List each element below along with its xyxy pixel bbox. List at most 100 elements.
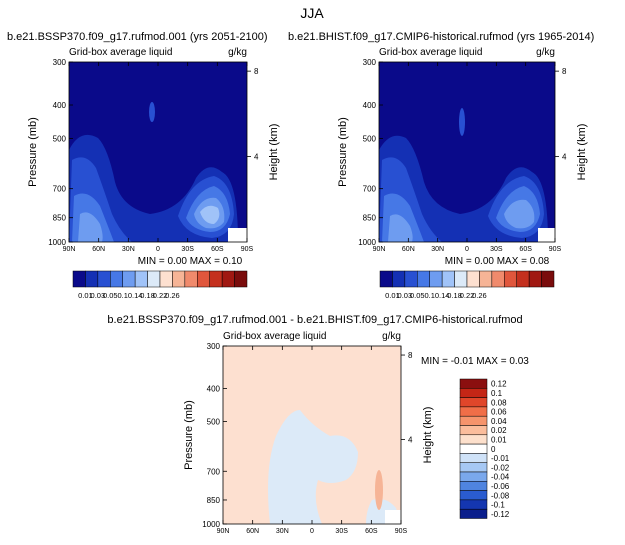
colorbar-swatch [110,270,123,288]
y-tick-label: 300 [207,342,221,351]
colorbar-swatch [459,425,488,436]
x-tick-label: 90N [217,528,230,535]
panel-3-ylabel-right: Height (km) [422,407,434,464]
x-tick-label: 0 [465,246,469,253]
colorbar-label: 0.01 [491,435,507,444]
colorbar-label: 0.01 [385,291,400,300]
y-tick-label: 700 [363,185,377,194]
colorbar-swatch [441,270,455,288]
colorbar-swatch [479,270,493,288]
colorbar-swatch [72,270,86,288]
panel-1-ylabel-right: Height (km) [268,124,280,181]
panel-2-ylabel-right: Height (km) [576,124,588,181]
contour-positive-large [375,470,383,510]
y-tick-label: 400 [207,385,221,394]
colorbar-label: 0.03 [91,291,106,300]
colorbar-label: 0.06 [491,408,507,417]
panel-2-units: g/kg [536,47,555,58]
panel-1-units: g/kg [228,47,247,58]
colorbar-label: -0.04 [491,473,510,482]
colorbar-swatch [392,270,406,288]
colorbar-swatch [459,508,488,519]
panel-1: b.e21.BSSP370.f09_g17.rufmod.001 (yrs 20… [7,31,280,300]
colorbar-label: 0.05 [103,291,118,300]
colorbar-label: 0.18 [140,291,155,300]
colorbar-swatch [459,443,488,454]
x-tick-label: 90S [395,528,408,535]
x-tick-label: 60N [402,246,415,253]
colorbar-swatch [221,270,235,288]
colorbar-swatch [459,397,488,408]
x-tick-label: 30S [490,246,503,253]
panel-2-field [379,62,555,242]
panel-2-ticks: 90N 60N 30N 0 30S 60S 90S 300 400 500 700 850 1000 8 4 [358,58,567,253]
colorbar-swatch [454,270,468,288]
main-title: JJA [300,5,324,21]
colorbar-swatch [122,270,136,288]
x-tick-label: 30S [335,528,348,535]
colorbar-swatch [491,270,505,288]
panel-1-stats: MIN = 0.00 MAX = 0.10 [138,256,243,267]
panel-3-subtitle: Grid-box average liquid [223,331,326,342]
panel-3-ticks: 90N 60N 30N 0 30S 60S 90S 300 400 500 700 850 1000 8 4 [202,342,413,535]
contour-level-5 [200,205,220,224]
colorbar-label: 0.18 [447,291,462,300]
colorbar-swatch [172,270,186,288]
y-right-tick-label: 4 [408,436,413,445]
colorbar-swatch [134,270,148,288]
x-tick-label: 60S [365,528,378,535]
colorbar-swatch [541,270,555,288]
panel-2-stats: MIN = 0.00 MAX = 0.08 [445,256,550,267]
panel-2-colorbar: 0.010.030.05 0.1 0.140.180.220.26 [379,270,555,300]
colorbar-label: -0.08 [491,491,510,500]
y-tick-label: 1000 [48,238,66,247]
colorbar-swatch [184,270,198,288]
x-tick-label: 90S [241,246,254,253]
y-tick-label: 500 [363,134,377,143]
colorbar-swatch [459,378,488,389]
colorbar-swatch [234,270,248,288]
colorbar-label: 0.03 [398,291,413,300]
y-right-tick-label: 8 [562,67,567,76]
x-tick-label: 30N [431,246,444,253]
x-tick-label: 0 [156,246,160,253]
colorbar-label: 0.26 [472,291,487,300]
y-tick-label: 700 [207,467,221,476]
colorbar-label: 0.26 [165,291,180,300]
colorbar-swatch [459,388,488,398]
panel-3: b.e21.BSSP370.f09_g17.rufmod.001 - b.e21… [107,314,529,535]
panel-1-ticks: 90N 60N 30N 0 30S 60S 90S 300 400 500 700 850 1000 8 4 [48,58,259,253]
colorbar-swatch [97,270,111,288]
colorbar-label: -0.01 [491,454,510,463]
y-tick-label: 400 [363,101,377,110]
panel-2-ylabel: Pressure (mb) [337,117,349,187]
x-tick-label: 60N [246,528,259,535]
panel-1-colorbar: 0.010.030.05 0.1 0.140.180.220.26 [72,270,248,300]
contour-level-1 [459,108,465,136]
panel-2: b.e21.BHIST.f09_g17.CMIP6-historical.ruf… [288,31,594,300]
y-tick-label: 850 [363,214,377,223]
y-tick-label: 400 [53,101,67,110]
colorbar-swatch [459,471,488,482]
colorbar-label: 0 [491,445,496,454]
contour-level-4 [78,197,225,242]
colorbar-swatch [466,270,480,288]
colorbar-swatch [209,270,223,288]
x-tick-label: 30S [181,246,194,253]
colorbar-label: 0.1 [117,291,127,300]
colorbar-label: -0.02 [491,463,510,472]
colorbar-swatch [459,499,488,510]
panel-1-title: b.e21.BSSP370.f09_g17.rufmod.001 (yrs 20… [7,31,268,43]
colorbar-swatch [459,490,488,501]
x-tick-label: 90N [63,246,76,253]
y-tick-label: 700 [53,185,67,194]
panel-3-title: b.e21.BSSP370.f09_g17.rufmod.001 - b.e21… [107,314,522,326]
colorbar-swatch [459,481,488,491]
missing-data [385,510,401,524]
contour-level-4 [388,199,535,242]
colorbar-label: 0.01 [78,291,93,300]
x-tick-label: 30N [276,528,289,535]
colorbar-swatch [85,270,99,288]
colorbar-label: -0.06 [491,482,510,491]
